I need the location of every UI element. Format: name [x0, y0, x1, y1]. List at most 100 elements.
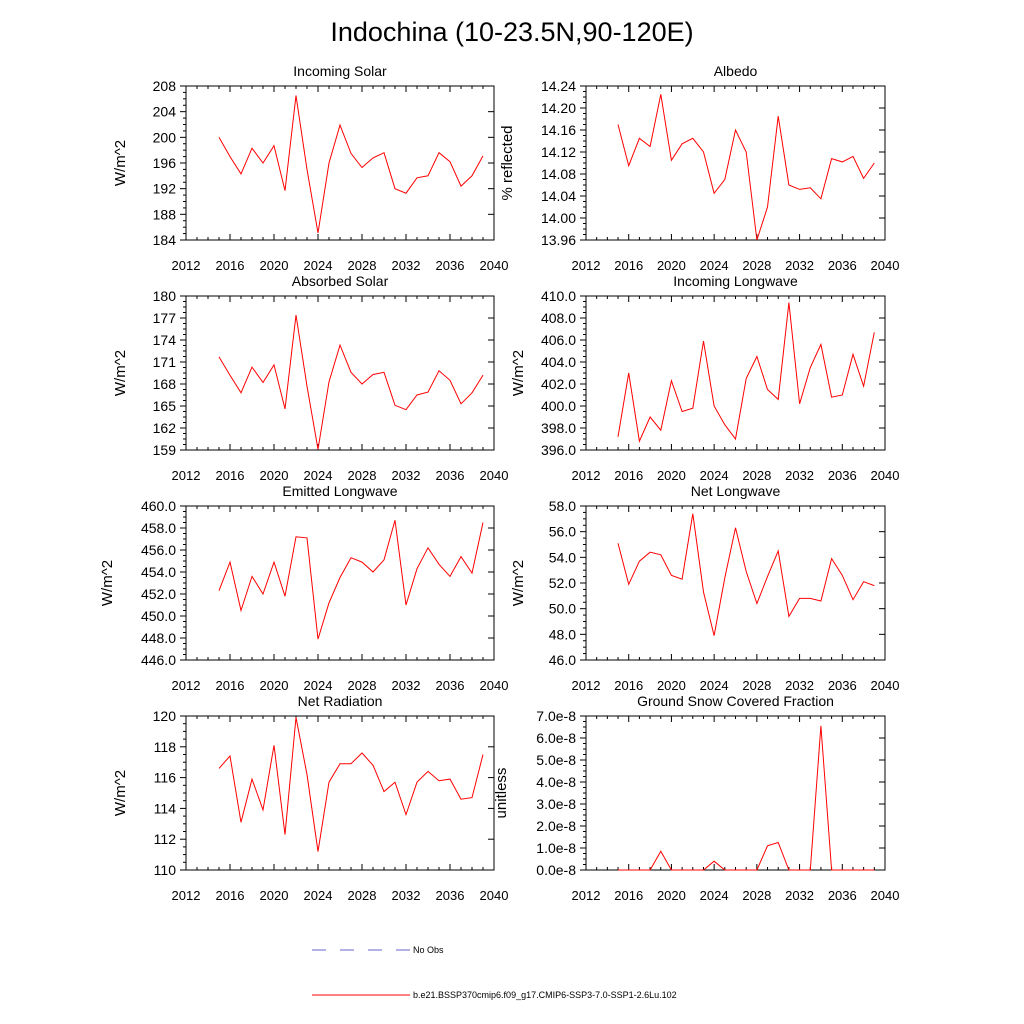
x-tick-label: 2012 [172, 258, 201, 273]
y-axis-label: % reflected [499, 125, 516, 200]
y-tick-label: 204 [153, 104, 177, 120]
figure-title: Indochina (10-23.5N,90-120E) [330, 17, 693, 47]
legend-model-label: b.e21.BSSP370cmip6.f09_g17.CMIP6-SSP3-7.… [413, 990, 677, 1000]
x-tick-label: 2020 [260, 888, 289, 903]
y-tick-label: 208 [153, 78, 177, 94]
series-line [617, 302, 875, 443]
y-tick-label: 46.0 [549, 652, 576, 668]
x-tick-label: 2020 [657, 888, 686, 903]
panel-5: 2012 2016 2020 2024 2028 2032 2036 2040 446.0 448… [99, 483, 508, 693]
legend: No Obs b.e21.BSSP370cmip6.f09_g17.CMIP6-… [312, 945, 677, 1000]
x-tick-label: 2028 [348, 258, 377, 273]
x-tick-label: 2016 [216, 888, 245, 903]
plot-frame [585, 85, 886, 241]
y-tick-label: 14.24 [541, 78, 576, 94]
x-tick-label: 2020 [657, 468, 686, 483]
x-tick-label: 2036 [436, 468, 465, 483]
y-tick-label: 14.00 [541, 210, 576, 226]
x-tick-label: 2012 [172, 468, 201, 483]
y-tick-label: 452.0 [141, 586, 176, 602]
y-tick-label: 171 [153, 354, 177, 370]
x-tick-label: 2012 [172, 888, 201, 903]
x-tick-label: 2032 [785, 258, 814, 273]
x-tick-label: 2028 [348, 678, 377, 693]
y-tick-label: 3.0e-8 [536, 796, 576, 812]
plot-frame [185, 295, 495, 451]
y-tick-label: 450.0 [141, 608, 176, 624]
x-tick-label: 2012 [172, 678, 201, 693]
y-tick-label: 4.0e-8 [536, 774, 576, 790]
x-tick-label: 2028 [742, 258, 771, 273]
y-tick-label: 116 [154, 770, 177, 786]
panel-title: Absorbed Solar [292, 273, 389, 289]
y-tick-label: 396.0 [541, 442, 576, 458]
y-tick-label: 454.0 [141, 564, 176, 580]
x-tick-label: 2016 [216, 468, 245, 483]
panel-title: Incoming Longwave [673, 273, 798, 289]
series-line [617, 94, 875, 241]
plot-frame [585, 295, 886, 451]
panel-7: 2012 2016 2020 2024 2028 2032 2036 2040 110 112 11… [112, 693, 508, 903]
x-tick-label: 2020 [260, 468, 289, 483]
x-tick-label: 2020 [657, 678, 686, 693]
y-tick-label: 177 [153, 310, 177, 326]
x-tick-label: 2040 [871, 678, 900, 693]
series-line [218, 95, 484, 233]
y-axis-label: W/m^2 [112, 140, 129, 186]
panel-2: 2012 2016 2020 2024 2028 2032 2036 2040 13.96 14.… [499, 63, 899, 273]
y-tick-label: 110 [154, 862, 177, 878]
y-tick-label: 184 [153, 232, 177, 248]
plot-frame [185, 505, 495, 661]
panel-6: 2012 2016 2020 2024 2028 2032 2036 2040 46.0 48.0… [510, 483, 899, 693]
y-tick-label: 13.96 [541, 232, 576, 248]
x-tick-label: 2024 [700, 468, 729, 483]
y-tick-label: 410.0 [541, 288, 576, 304]
x-tick-label: 2016 [614, 468, 643, 483]
x-tick-label: 2028 [742, 468, 771, 483]
y-tick-label: 1.0e-8 [536, 840, 576, 856]
y-tick-label: 162 [153, 420, 177, 436]
y-tick-label: 54.0 [549, 549, 576, 565]
y-axis-label: W/m^2 [510, 560, 527, 606]
x-tick-label: 2016 [216, 678, 245, 693]
x-tick-label: 2024 [700, 888, 729, 903]
x-tick-label: 2012 [572, 678, 601, 693]
x-tick-label: 2036 [828, 258, 857, 273]
panel-title: Incoming Solar [293, 63, 387, 79]
series-line [218, 520, 484, 640]
series-line [218, 717, 484, 852]
panel-title: Net Longwave [691, 483, 781, 499]
y-tick-label: 168 [153, 376, 177, 392]
x-tick-label: 2040 [871, 258, 900, 273]
x-tick-label: 2024 [304, 258, 333, 273]
y-tick-label: 52.0 [549, 575, 576, 591]
x-tick-label: 2036 [828, 678, 857, 693]
panel-title: Net Radiation [298, 693, 383, 709]
y-axis-label: W/m^2 [112, 770, 129, 816]
y-tick-label: 14.12 [541, 144, 576, 160]
y-tick-label: 200 [153, 129, 177, 145]
y-tick-label: 188 [153, 206, 177, 222]
x-tick-label: 2028 [348, 888, 377, 903]
x-tick-label: 2028 [742, 678, 771, 693]
y-tick-label: 0.0e-8 [536, 862, 576, 878]
x-tick-label: 2020 [260, 678, 289, 693]
y-tick-label: 118 [154, 739, 177, 755]
y-tick-label: 404.0 [541, 354, 576, 370]
y-axis-label: W/m^2 [510, 350, 527, 396]
panel-title: Ground Snow Covered Fraction [637, 693, 834, 709]
y-axis-label: unitless [493, 768, 510, 819]
y-tick-label: 48.0 [549, 626, 576, 642]
x-tick-label: 2012 [572, 888, 601, 903]
x-tick-label: 2024 [304, 678, 333, 693]
x-tick-label: 2032 [785, 468, 814, 483]
x-tick-label: 2024 [304, 888, 333, 903]
y-tick-label: 2.0e-8 [536, 818, 576, 834]
x-tick-label: 2024 [304, 468, 333, 483]
y-tick-label: 50.0 [549, 601, 576, 617]
plot-frame [585, 715, 886, 871]
plot-frame [185, 715, 495, 871]
y-tick-label: 446.0 [141, 652, 176, 668]
x-tick-label: 2032 [392, 468, 421, 483]
x-tick-label: 2024 [700, 258, 729, 273]
